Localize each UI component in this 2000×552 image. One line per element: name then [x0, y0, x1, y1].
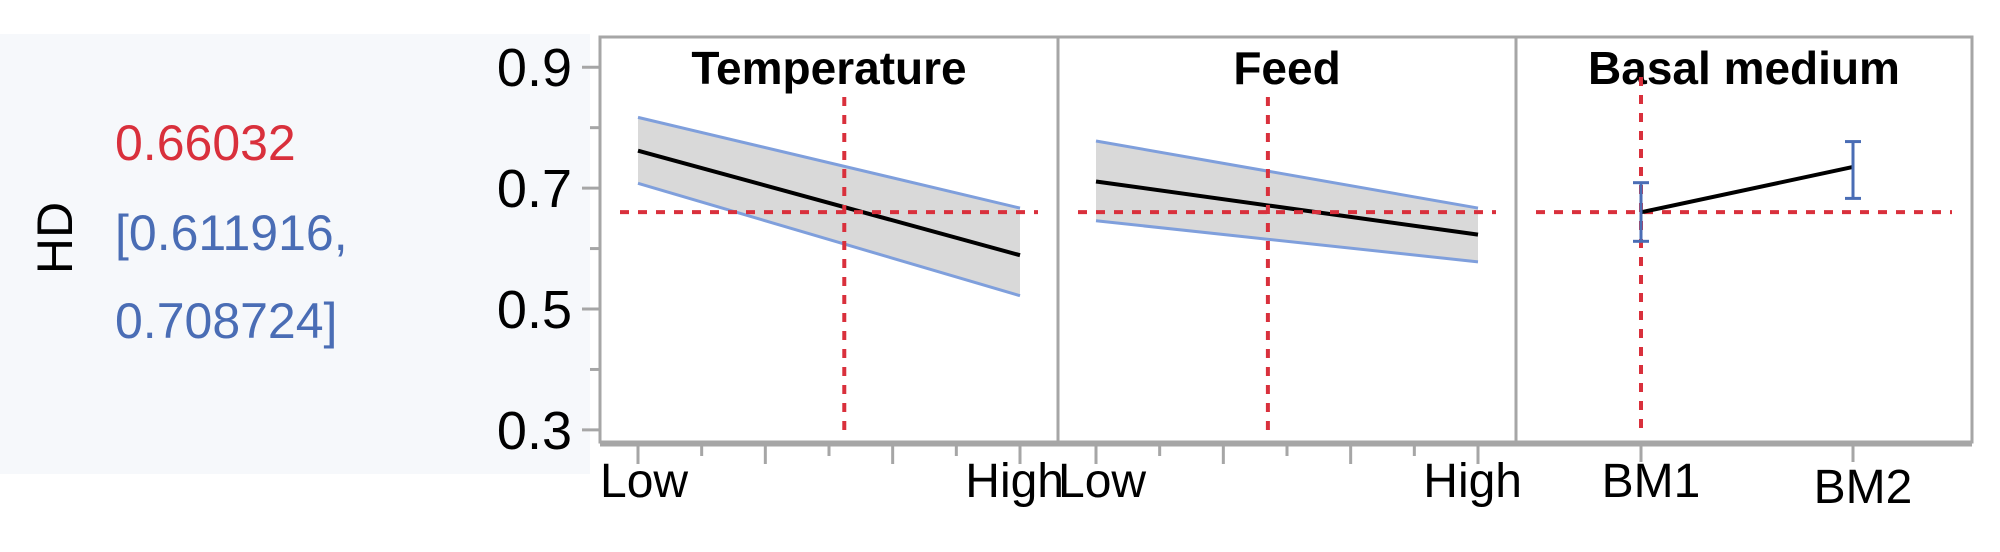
x-tick-label: BM2 — [1814, 461, 1913, 514]
factor-title: Basal medium — [1588, 42, 1900, 94]
confidence-interval-lower: [0.611916, — [115, 205, 348, 261]
upper-confidence-line — [637, 115, 1021, 210]
prediction-trace — [1095, 179, 1479, 237]
readout-background — [0, 34, 590, 474]
prediction-trace — [637, 148, 1021, 258]
predicted-value: 0.66032 — [115, 115, 296, 171]
factor-title: Temperature — [691, 42, 966, 94]
y-tick-label: 0.9 — [497, 38, 572, 98]
upper-confidence-line — [1095, 139, 1479, 210]
y-tick-label: 0.7 — [497, 159, 572, 219]
lower-confidence-line — [1095, 219, 1479, 264]
confidence-band — [1096, 140, 1478, 262]
confidence-interval-upper: 0.708724] — [115, 293, 337, 349]
y-axis: 0.3 0.5 0.7 0.9 — [497, 38, 600, 461]
response-label: HD — [27, 202, 83, 274]
x-tick-label: High — [1423, 455, 1522, 508]
factor-title: Feed — [1233, 42, 1340, 94]
factor-panel: Temperature Low High — [598, 35, 1064, 508]
x-tick-label: BM1 — [1602, 455, 1701, 508]
factor-panel: Feed Low High — [1056, 35, 1522, 508]
x-tick-label: Low — [1058, 455, 1146, 508]
confidence-band — [638, 117, 1020, 296]
panel-frame — [1514, 35, 1974, 444]
x-tick-label: High — [965, 455, 1064, 508]
lower-confidence-line — [637, 181, 1021, 298]
factor-panel: Basal medium BM1 BM2 — [1514, 35, 1974, 514]
x-tick-label: Low — [600, 455, 688, 508]
y-tick-label: 0.5 — [497, 280, 572, 340]
prediction-trace — [1640, 165, 1854, 215]
y-tick-label: 0.3 — [497, 401, 572, 461]
